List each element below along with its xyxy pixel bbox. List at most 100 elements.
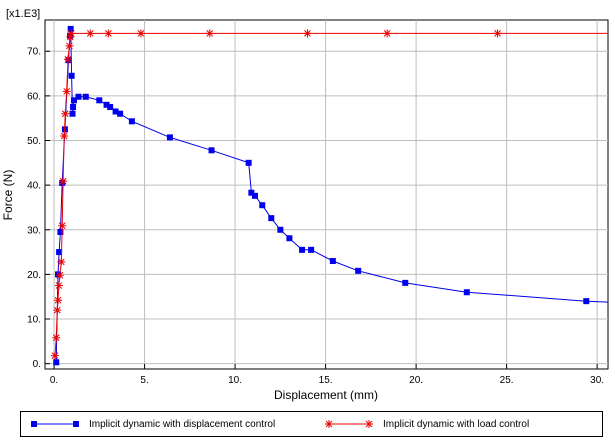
star-stroke [55, 282, 63, 289]
data-point [53, 359, 60, 366]
data-point [463, 289, 470, 296]
data-point [53, 306, 62, 315]
data-point [67, 25, 74, 32]
data-point [268, 215, 275, 222]
star-stroke [59, 177, 67, 185]
data-point [82, 93, 89, 100]
data-point [128, 118, 135, 125]
star-stroke [63, 88, 71, 95]
y-tick-label: 70. [27, 47, 41, 58]
data-point [251, 192, 258, 199]
star-stroke [56, 271, 64, 279]
star-stroke [58, 222, 66, 230]
data-point [56, 249, 63, 256]
data-point [112, 108, 119, 115]
legend-label-displacement: Implicit dynamic with displacement contr… [89, 418, 276, 430]
data-point [166, 134, 173, 141]
series-layer [50, 25, 608, 366]
data-point [308, 246, 315, 253]
y-tick-label: 40. [27, 181, 41, 192]
data-point [104, 29, 113, 38]
star-stroke [137, 30, 145, 37]
star-stroke [86, 30, 94, 37]
x-tick-label: 5. [140, 375, 148, 386]
x-tick-label: 30. [590, 375, 604, 386]
y-tick-label: 0. [33, 359, 41, 370]
star-stroke [66, 42, 73, 50]
data-point [402, 279, 409, 286]
y-axis-label: Force (N) [1, 170, 15, 221]
data-point [65, 41, 74, 50]
x-tick-label: 0. [50, 375, 58, 386]
legend-item-displacement: Implicit dynamic with displacement contr… [29, 415, 275, 433]
plot-area [44, 19, 609, 370]
y-tick-label: 20. [27, 270, 41, 281]
data-point [52, 333, 61, 342]
star-stroke [105, 30, 112, 37]
x-tick-label: 20. [409, 375, 423, 386]
y-multiplier-label: [x1.E3] [6, 8, 40, 20]
axes: 0. 5. 10. 15. 20. 25. 30. 0. 10. 20. 30. 40. 50. 60. 7… [27, 47, 604, 386]
data-point [583, 298, 590, 305]
y-tick-label: 60. [27, 91, 41, 102]
data-point [60, 132, 69, 141]
data-point [57, 228, 64, 235]
star-stroke [494, 30, 501, 37]
data-point [57, 257, 66, 266]
data-point [62, 87, 71, 96]
data-point [286, 235, 293, 242]
data-point [50, 351, 59, 360]
data-point [329, 257, 336, 264]
star-stroke [53, 306, 61, 314]
star-stroke [54, 296, 62, 304]
data-point [299, 246, 306, 253]
star-stroke [67, 30, 75, 37]
data-point [493, 29, 502, 38]
y-tick-label: 30. [27, 225, 41, 236]
x-axis-label: Displacement (mm) [274, 388, 378, 402]
data-point [103, 101, 110, 108]
legend-line-star-icon [325, 420, 373, 428]
y-tick-label: 10. [27, 315, 41, 326]
data-point [208, 147, 215, 154]
data-point [54, 281, 63, 290]
data-point [245, 159, 252, 166]
data-point [70, 97, 77, 104]
data-point [69, 110, 76, 117]
data-point [117, 110, 124, 117]
star-stroke [51, 352, 59, 359]
star-stroke [60, 132, 68, 140]
data-point [55, 271, 64, 280]
x-tick-label: 15. [319, 375, 333, 386]
star-stroke [206, 30, 214, 37]
data-point [383, 29, 392, 38]
data-point [59, 177, 68, 186]
legend-label-load: Implicit dynamic with load control [383, 418, 530, 430]
legend-item-load: Implicit dynamic with load control [323, 415, 529, 433]
x-tick-label: 25. [500, 375, 514, 386]
data-point [61, 109, 70, 118]
y-tick-label: 50. [27, 136, 41, 147]
star-stroke [304, 30, 311, 37]
data-point [67, 29, 76, 38]
data-point [55, 271, 62, 278]
data-point [277, 226, 284, 233]
data-point [248, 189, 255, 196]
data-point [205, 29, 214, 38]
legend: Implicit dynamic with displacement contr… [20, 411, 603, 437]
data-point [70, 104, 77, 111]
star-stroke [383, 30, 391, 37]
data-point [136, 29, 145, 38]
data-point [86, 29, 95, 38]
data-point [259, 202, 266, 209]
data-point [107, 104, 114, 111]
data-point [63, 55, 72, 64]
legend-line-square-icon [31, 421, 79, 427]
data-point [75, 93, 82, 100]
x-tick-label: 10. [228, 375, 242, 386]
star-stroke [52, 334, 60, 342]
data-point [54, 296, 63, 305]
data-point [58, 221, 67, 230]
